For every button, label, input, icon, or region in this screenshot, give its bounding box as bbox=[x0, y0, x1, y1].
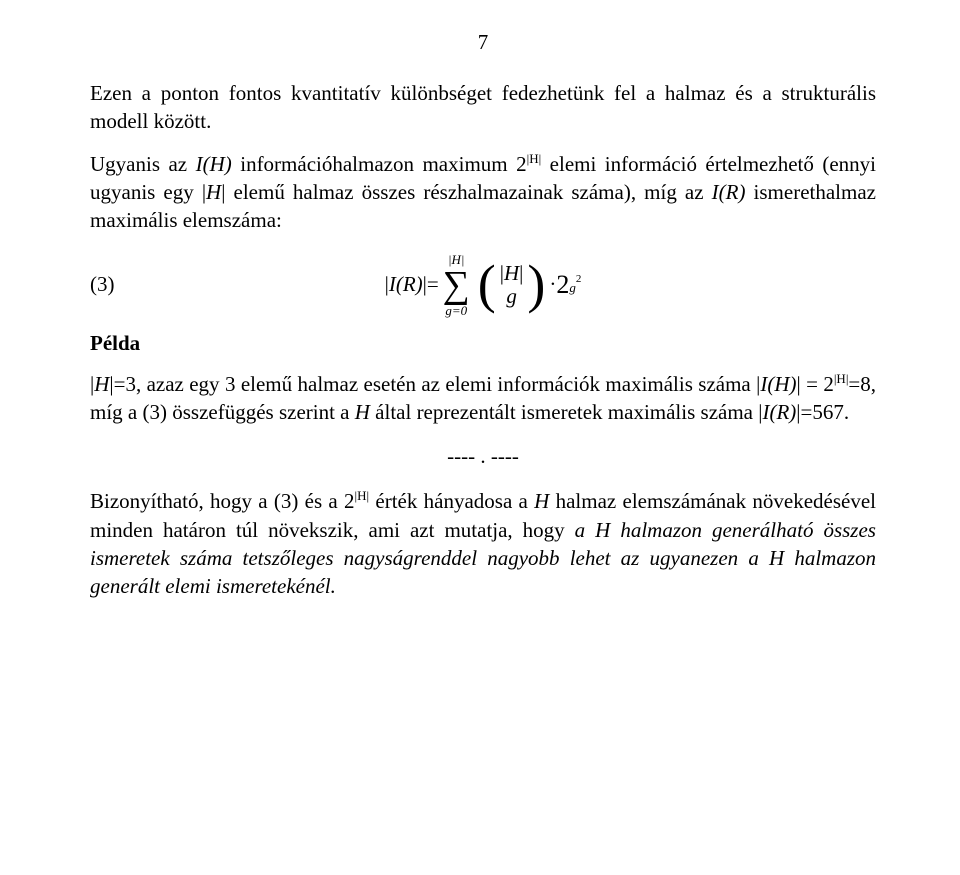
eq-lhs-ir: I(R) bbox=[389, 272, 423, 296]
p2-two: 2 bbox=[516, 152, 527, 176]
p4a: Bizonyítható, hogy a (3) és a bbox=[90, 489, 344, 513]
eq-gexp: g2 bbox=[569, 273, 581, 296]
eq-two: 2 bbox=[556, 270, 569, 300]
equation-3: (3) |I(R)| = |H| ∑ g=0 ( |H| g ) · 2g2 bbox=[90, 253, 876, 317]
p2-H: H bbox=[206, 180, 221, 204]
binom-stack: |H| g bbox=[496, 262, 528, 308]
eq-binom: ( |H| g ) bbox=[478, 260, 546, 309]
p3-eq2: = 2 bbox=[801, 372, 834, 396]
eq-eq: = bbox=[427, 272, 439, 297]
p3-H2: H bbox=[355, 400, 370, 424]
p4-two: 2 bbox=[344, 489, 355, 513]
paragraph-4: Bizonyítható, hogy a (3) és a 2|H| érték… bbox=[90, 487, 876, 600]
p2-ir: I(R) bbox=[712, 180, 746, 204]
p3-ir: I(R) bbox=[762, 400, 796, 424]
p4-exp-h: |H| bbox=[355, 488, 370, 503]
p3-H: H bbox=[94, 372, 109, 396]
binom-lparen: ( bbox=[478, 260, 496, 309]
page-number: 7 bbox=[90, 30, 876, 55]
sum-bottom: g=0 bbox=[445, 304, 467, 317]
binom-bottom: g bbox=[506, 285, 517, 308]
p3-exp-h: |H| bbox=[834, 371, 849, 386]
separator: ---- . ---- bbox=[90, 444, 876, 469]
p2a: Ugyanis az bbox=[90, 152, 196, 176]
p2-ih: I(H) bbox=[196, 152, 232, 176]
p4-H: H bbox=[534, 489, 549, 513]
p3-ih: I(H) bbox=[760, 372, 796, 396]
eq-sum: |H| ∑ g=0 bbox=[443, 253, 470, 317]
eq-gexp-2: 2 bbox=[576, 273, 582, 285]
binom-top: |H| bbox=[500, 262, 524, 285]
example-heading: Példa bbox=[90, 331, 876, 356]
p4-math-2h: 2|H| bbox=[344, 489, 369, 513]
p2b: információhalmazon maximum bbox=[232, 152, 516, 176]
p3c: által reprezentált ismeretek maximális s… bbox=[370, 400, 758, 424]
eq-lhs: |I(R)| bbox=[385, 272, 427, 297]
p2-exp-h: |H| bbox=[527, 151, 542, 166]
p2d: elemű halmaz összes részhalmazainak szám… bbox=[225, 180, 711, 204]
binom-rparen: ) bbox=[527, 260, 545, 309]
page-root: 7 Ezen a ponton fontos kvantitatív külön… bbox=[0, 0, 960, 875]
paragraph-3: |H| =3, azaz egy 3 elemű halmaz esetén az… bbox=[90, 370, 876, 427]
binom-top-r: | bbox=[519, 261, 523, 285]
p3a: =3, azaz egy 3 elemű halmaz esetén az el… bbox=[114, 372, 757, 396]
sum-sigma: ∑ bbox=[443, 266, 470, 304]
p2-math-2h: 2|H| bbox=[516, 152, 541, 176]
p3-ir-math: |I(R)| bbox=[758, 400, 800, 424]
eq-dot: · bbox=[549, 272, 556, 297]
paragraph-2: Ugyanis az I(H) információhalmazon maxim… bbox=[90, 150, 876, 235]
p3-ih-math: |I(H)| = 2|H| bbox=[756, 372, 848, 396]
p4b: érték hányadosa a bbox=[369, 489, 534, 513]
eq-center: |I(R)| = |H| ∑ g=0 ( |H| g ) · 2g2 bbox=[140, 253, 826, 317]
p3d: =567. bbox=[801, 400, 850, 424]
eq-label: (3) bbox=[90, 272, 140, 297]
paragraph-1: Ezen a ponton fontos kvantitatív különbs… bbox=[90, 79, 876, 136]
binom-top-h: H bbox=[504, 261, 519, 285]
